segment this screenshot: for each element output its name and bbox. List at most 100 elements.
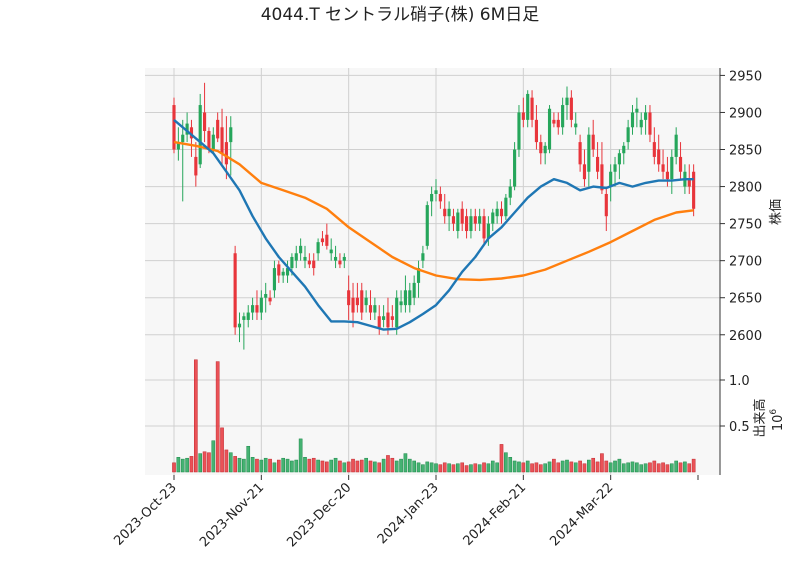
volume-bar (316, 459, 320, 473)
volume-bar (648, 462, 652, 473)
moving-averages (173, 118, 694, 331)
volume-bar (578, 460, 582, 473)
candle-body (207, 130, 211, 150)
volume-bar (237, 457, 242, 473)
candle-body (242, 316, 246, 320)
volume-bar (399, 458, 403, 473)
candle-body (609, 171, 613, 187)
volume-bar (377, 462, 382, 473)
candle-body (521, 112, 525, 120)
volume-bar (613, 460, 617, 473)
volume-bar (259, 459, 264, 473)
candle-body (469, 216, 473, 232)
candle-body (259, 297, 263, 313)
candle-body (451, 216, 456, 224)
price-tick-label: 2800 (729, 181, 762, 196)
volume-bar (456, 463, 460, 473)
candle-body (447, 208, 451, 217)
volume-bar (359, 459, 364, 473)
volume-bar (547, 461, 552, 473)
volume-bar (573, 462, 578, 473)
volume-bar (486, 463, 491, 473)
volume-bar (669, 463, 674, 473)
candle-body (338, 260, 342, 265)
candle-body (312, 260, 316, 269)
volume-bar (521, 462, 526, 473)
chart-title: 4044.T セントラル硝子(株) 6M日足 (261, 5, 540, 25)
candle-body (595, 156, 600, 172)
candle-body (303, 256, 307, 261)
candle-body (373, 305, 377, 313)
volume-bar (351, 458, 355, 473)
date-tick-label: 2024-Feb-21 (461, 480, 530, 549)
candle-body (626, 127, 630, 143)
candle-body (530, 97, 534, 120)
candle-body (460, 208, 464, 224)
candle-body (220, 127, 224, 154)
volume-bar (425, 461, 430, 473)
date-tick-label: 2023-Dec-20 (284, 480, 354, 550)
long-moving-average-line (173, 140, 694, 282)
candle-body (443, 208, 447, 217)
price-tick-label: 2750 (729, 218, 762, 233)
volume-bar (320, 460, 325, 473)
candle-body (495, 208, 499, 217)
candle-body (517, 112, 521, 150)
candle-body (569, 97, 573, 120)
price-tick-label: 2950 (729, 69, 762, 84)
volume-bar (569, 461, 574, 473)
volume-bar (534, 462, 539, 473)
grid-lines (145, 68, 720, 475)
candle-body (639, 119, 643, 128)
volume-bar (368, 460, 373, 473)
volume-bar (691, 458, 696, 473)
candle-body (333, 256, 338, 261)
price-tick-label: 2650 (729, 292, 762, 307)
candle-body (434, 190, 438, 194)
candle-body (617, 153, 621, 165)
candle-body (412, 282, 416, 298)
candle-body (255, 305, 259, 313)
volume-bar (621, 463, 626, 473)
volume-bar (298, 438, 303, 473)
candle-body (360, 290, 364, 313)
volume-bar (268, 458, 272, 473)
candle-body (534, 119, 539, 143)
volume-bar (329, 459, 334, 473)
volume-bar (517, 461, 521, 473)
candle-body (600, 164, 604, 191)
date-tick-label: 2024-Mar-22 (547, 480, 616, 549)
candle-body (473, 216, 477, 224)
volume-bar (687, 463, 692, 473)
volume-bar (381, 458, 386, 473)
candle-body (364, 297, 368, 306)
candle-body (185, 123, 189, 135)
candle-body (172, 105, 176, 150)
volume-bar (626, 462, 630, 473)
volume-bar (281, 457, 285, 473)
volume-bar (438, 464, 443, 473)
candlesticks (172, 82, 696, 350)
price-tick-label: 2850 (729, 144, 762, 159)
candle-body (622, 145, 626, 154)
candle-body (299, 245, 303, 254)
volume-bar (552, 458, 556, 473)
candle-body (613, 164, 617, 172)
candle-body (504, 197, 508, 217)
volume-bar (255, 458, 259, 473)
candle-body (665, 171, 670, 180)
candle-body (264, 294, 268, 298)
volume-bar (386, 455, 390, 473)
volume-bar (250, 457, 255, 473)
volume-bar (434, 463, 438, 473)
volume-bar (176, 457, 181, 473)
candle-body (329, 249, 333, 254)
volume-bar (333, 457, 338, 473)
date-tick-label: 2024-Jan-23 (375, 480, 442, 547)
volume-bar (211, 440, 216, 473)
candle-body (692, 171, 696, 209)
candle-body (678, 156, 683, 172)
candle-body (587, 134, 591, 172)
candle-body (272, 268, 277, 291)
